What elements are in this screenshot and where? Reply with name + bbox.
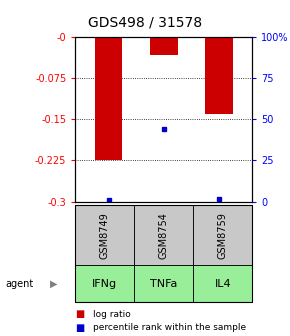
Text: ■: ■ (75, 323, 85, 333)
Text: GSM8754: GSM8754 (159, 212, 169, 259)
Text: ▶: ▶ (50, 279, 57, 289)
Text: agent: agent (6, 279, 34, 289)
Text: log ratio: log ratio (93, 310, 130, 319)
Text: IFNg: IFNg (92, 279, 117, 289)
Text: IL4: IL4 (215, 279, 231, 289)
Text: ■: ■ (75, 309, 85, 319)
Bar (95, 37, 122, 161)
Text: GSM8759: GSM8759 (218, 212, 228, 259)
Text: GSM8749: GSM8749 (100, 212, 110, 259)
Text: TNFa: TNFa (150, 279, 177, 289)
Text: GDS498 / 31578: GDS498 / 31578 (88, 15, 202, 29)
Text: percentile rank within the sample: percentile rank within the sample (93, 323, 246, 332)
Bar (150, 37, 178, 54)
Bar (205, 37, 233, 114)
